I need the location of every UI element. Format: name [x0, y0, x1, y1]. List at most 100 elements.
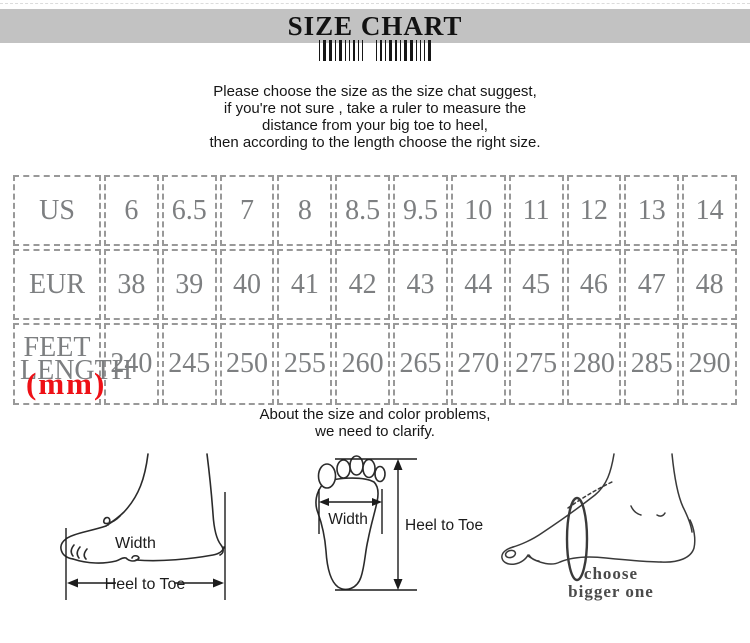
heel-to-toe-label: Heel to Toe — [405, 517, 483, 534]
barcode-bar — [339, 40, 342, 61]
size-cell: 265 — [393, 323, 448, 405]
barcode-bar — [319, 40, 320, 61]
foot-instep-curl — [102, 515, 121, 526]
barcode-bar — [349, 40, 350, 61]
choose-bigger-note: choose — [584, 564, 638, 583]
size-cell: 8 — [277, 175, 333, 246]
barcode-bar — [335, 40, 336, 61]
clarify-line: we need to clarify. — [315, 423, 435, 440]
barcode-bar — [400, 40, 401, 61]
toe — [336, 459, 351, 479]
barcode-bar — [395, 40, 397, 61]
barcode-bar — [428, 40, 431, 61]
intro-line: distance from your big toe to heel, — [262, 117, 488, 134]
foot-leg-front-line — [105, 453, 149, 527]
table-row-eur: EUR 38 39 40 41 42 43 44 45 46 47 48 — [13, 249, 737, 320]
top-divider — [0, 3, 750, 4]
size-cell: 11 — [508, 175, 564, 246]
title-band — [0, 9, 750, 43]
barcode-bar — [410, 40, 413, 61]
toe — [362, 458, 376, 479]
intro-line: if you're not sure , take a ruler to mea… — [223, 100, 527, 117]
footprint-outline — [315, 477, 379, 591]
side-foot-diagram: Width Heel to Toe — [60, 453, 226, 600]
clarify-text: About the size and color problems, we ne… — [0, 406, 750, 440]
foot-sole-line — [72, 554, 140, 564]
size-cell: 47 — [624, 249, 680, 320]
row-label-us: US — [13, 175, 101, 246]
foot-leg-front-line — [512, 453, 615, 548]
choose-bigger-note: bigger one — [568, 582, 654, 601]
size-cell: 9.5 — [393, 175, 448, 246]
arrowhead-down-icon — [393, 579, 403, 590]
size-cell: 275 — [508, 323, 564, 405]
row-label-eur: EUR — [13, 249, 101, 320]
size-cell: 280 — [566, 323, 622, 405]
size-cell: 240 — [104, 323, 159, 405]
barcode-bar — [329, 40, 332, 61]
barcode-bar — [385, 40, 386, 61]
size-cell: 285 — [624, 323, 680, 405]
arrowhead-right-icon — [213, 578, 224, 588]
intro-text: Please choose the size as the size chat … — [0, 83, 750, 151]
size-cell: 6.5 — [161, 175, 217, 246]
barcode-bar — [389, 40, 392, 61]
barcode-bar — [376, 40, 377, 61]
intro-line: Please choose the size as the size chat … — [213, 83, 537, 100]
size-cell: 39 — [161, 249, 217, 320]
size-cell: 48 — [682, 249, 737, 320]
size-cell: 44 — [450, 249, 506, 320]
clarify-line: About the size and color problems, — [259, 406, 491, 423]
size-cell: 45 — [508, 249, 564, 320]
size-cell: 41 — [277, 249, 333, 320]
size-cell: 10 — [450, 175, 506, 246]
width-label: Width — [328, 511, 368, 528]
barcode-bar — [345, 40, 346, 61]
tape-guide-dashed-line — [567, 480, 615, 509]
arrowhead-left-icon — [319, 498, 329, 506]
size-cell: 250 — [219, 323, 275, 405]
mm-unit-label: (mm) — [26, 366, 107, 401]
foot-top-outline — [60, 525, 107, 560]
toenail — [504, 549, 517, 559]
big-toe-outline — [501, 546, 529, 565]
size-cell: 245 — [161, 323, 217, 405]
barcode-bar — [323, 40, 326, 61]
table-row-feet-length: FEET LENGTH 240 245 250 255 260 265 270 … — [13, 323, 737, 405]
size-cell: 7 — [219, 175, 275, 246]
size-cell: 40 — [219, 249, 275, 320]
tape-foot-diagram: choose bigger one — [501, 453, 696, 601]
ankle-mark — [630, 505, 642, 516]
size-cell: 42 — [335, 249, 391, 320]
size-cell: 255 — [277, 323, 333, 405]
size-cell: 260 — [335, 323, 391, 405]
size-cell: 6 — [104, 175, 159, 246]
arrowhead-up-icon — [393, 459, 403, 470]
heel-outline — [660, 519, 696, 563]
foot-sole-line — [527, 555, 662, 565]
foot-leg-back-line — [671, 453, 693, 533]
ankle-mark — [656, 512, 666, 517]
measuring-tape-loop — [565, 496, 589, 582]
size-cell: 8.5 — [335, 175, 391, 246]
size-cell: 14 — [682, 175, 737, 246]
barcode-bar — [353, 40, 355, 61]
barcode-icon — [319, 40, 431, 61]
barcode-bar — [380, 40, 382, 61]
foot-sole-line — [135, 546, 225, 562]
heel-to-toe-label: Heel to Toe — [105, 576, 186, 593]
size-cell: 43 — [393, 249, 448, 320]
size-cell: 46 — [566, 249, 622, 320]
big-toe — [317, 463, 337, 489]
toe-crease — [70, 544, 75, 557]
size-cell: 290 — [682, 323, 737, 405]
width-label: Width — [115, 535, 156, 552]
barcode-bar — [424, 40, 425, 61]
arrowhead-left-icon — [67, 578, 78, 588]
toe-crease — [76, 546, 81, 559]
toe — [374, 465, 386, 483]
foot-leg-back-line — [206, 453, 224, 556]
size-cell: 13 — [624, 175, 680, 246]
table-row-us: US 6 6.5 7 8 8.5 9.5 10 11 12 13 14 — [13, 175, 737, 246]
